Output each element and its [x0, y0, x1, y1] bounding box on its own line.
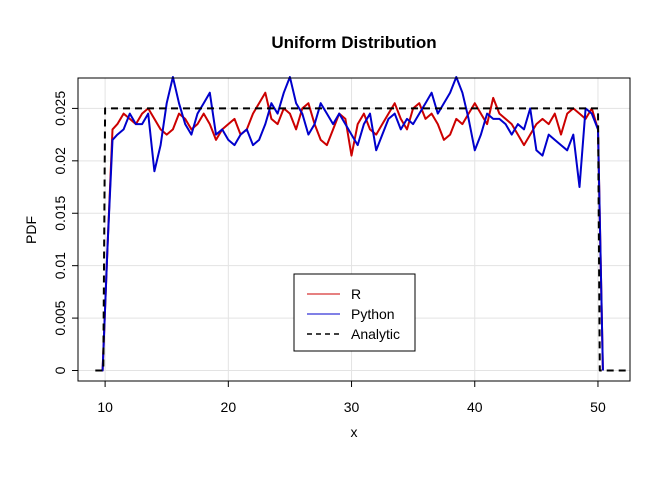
x-tick-label: 20: [221, 399, 237, 415]
x-axis-label: x: [351, 424, 358, 440]
y-tick-label: 0.015: [52, 196, 68, 231]
series-line-python: [98, 76, 604, 372]
x-tick-label: 40: [467, 399, 483, 415]
x-tick-label: 50: [590, 399, 606, 415]
x-tick-label: 30: [344, 399, 360, 415]
legend-label-r: R: [351, 286, 361, 302]
legend-box: [293, 273, 416, 352]
plot-frame: [77, 77, 631, 382]
chart-title: Uniform Distribution: [271, 33, 436, 52]
series-line-r: [98, 91, 604, 372]
y-axis: 0 0.005 0.01 0.015 0.02 0.025: [52, 91, 78, 374]
legend-label-python: Python: [351, 306, 395, 322]
x-axis: 10 20 30 40 50: [97, 381, 606, 415]
x-tick-label: 10: [97, 399, 113, 415]
y-tick-label: 0.005: [52, 300, 68, 335]
y-axis-label: PDF: [23, 216, 39, 244]
legend-label-analytic: Analytic: [351, 326, 400, 342]
y-tick-label: 0: [52, 366, 68, 374]
y-tick-label: 0.01: [52, 252, 68, 279]
y-tick-label: 0.025: [52, 91, 68, 126]
series-line-analytic: [95, 107, 627, 372]
y-tick-label: 0.02: [52, 147, 68, 174]
grid: [78, 78, 630, 381]
series-layer: [95, 76, 627, 372]
legend: R Python Analytic: [293, 273, 416, 352]
